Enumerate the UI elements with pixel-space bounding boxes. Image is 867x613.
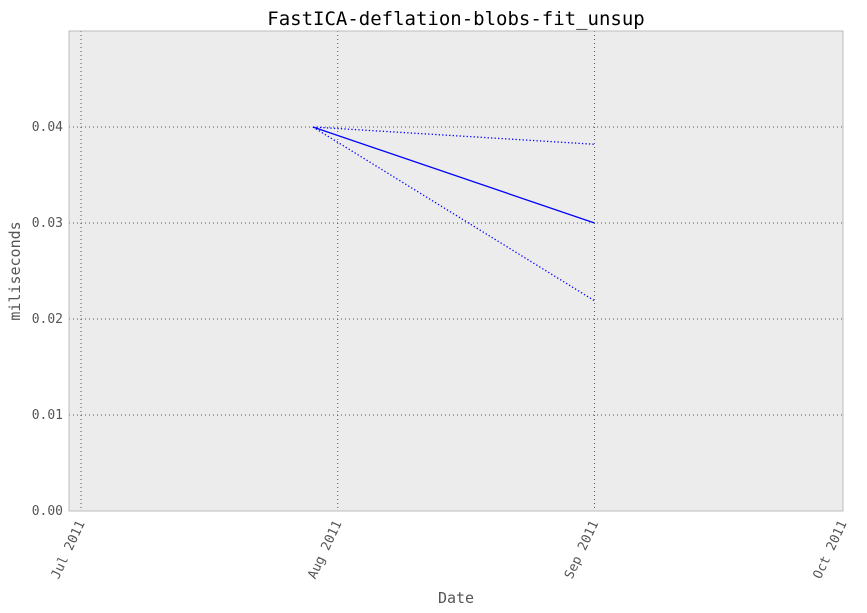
x-axis-label: Date bbox=[438, 589, 474, 607]
y-tick-label: 0.01 bbox=[32, 408, 63, 423]
plot-frame bbox=[68, 30, 844, 512]
x-tick-label: Jul 2011 bbox=[49, 518, 89, 581]
y-axis-ticks: 0.00 0.01 0.02 0.03 0.04 bbox=[32, 120, 63, 519]
y-tick-label: 0.02 bbox=[32, 312, 63, 327]
y-axis-label: miliseconds bbox=[6, 221, 24, 320]
chart-title: FastICA-deflation-blobs-fit_unsup bbox=[267, 8, 645, 30]
y-tick-label: 0.03 bbox=[32, 216, 63, 231]
y-tick-label: 0.00 bbox=[32, 504, 63, 519]
series-line-mean bbox=[312, 126, 595, 224]
series-lines bbox=[312, 126, 595, 302]
grid-lines bbox=[69, 31, 844, 512]
x-axis-ticks: Jul 2011 Aug 2011 Sep 2011 Oct 2011 bbox=[49, 518, 851, 581]
plot-area bbox=[69, 31, 843, 511]
y-tick-label: 0.04 bbox=[32, 120, 63, 135]
x-tick-label: Sep 2011 bbox=[562, 518, 602, 581]
x-tick-label: Oct 2011 bbox=[811, 518, 851, 581]
series-line-upper bbox=[312, 126, 595, 145]
x-tick-label: Aug 2011 bbox=[305, 518, 345, 581]
series-line-lower bbox=[312, 126, 595, 302]
